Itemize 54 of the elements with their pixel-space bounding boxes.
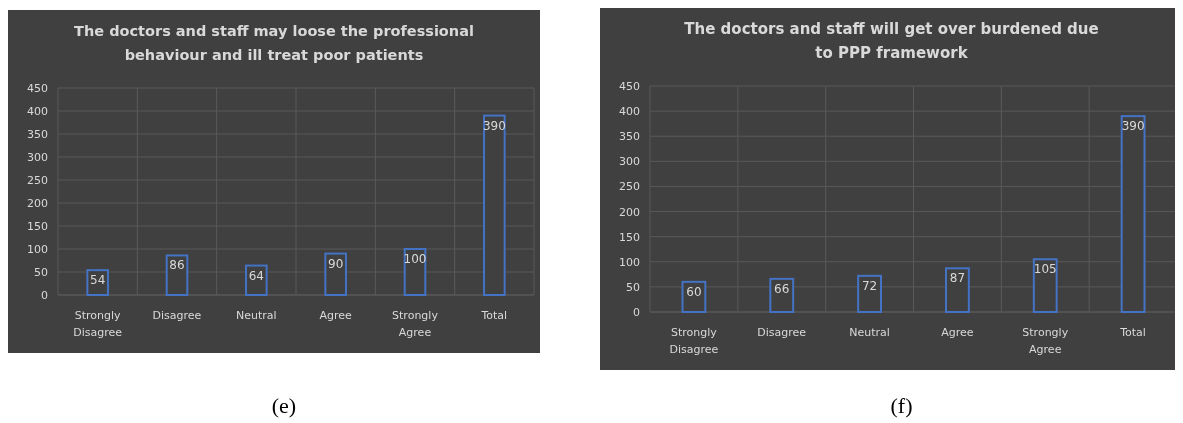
y-tick-label: 100 xyxy=(619,255,640,269)
bar xyxy=(1032,258,1058,313)
bar xyxy=(681,280,707,313)
chart-title: The doctors and staff may loose the professional behaviour and ill treat poor patients xyxy=(74,23,474,63)
y-tick-label: 100 xyxy=(27,243,48,256)
bar xyxy=(483,114,506,296)
bar xyxy=(1120,115,1146,313)
y-tick-label: 350 xyxy=(619,130,640,144)
x-tick-label: Total xyxy=(1119,326,1146,339)
x-tick-label: Neutral xyxy=(849,326,890,339)
x-tick-label: Disagree xyxy=(757,326,807,339)
bar xyxy=(945,267,970,313)
y-tick-label: 450 xyxy=(619,80,640,93)
bar xyxy=(857,274,882,313)
data-label: 90 xyxy=(328,256,344,271)
x-tick-label: Agree xyxy=(941,326,974,339)
data-label: 64 xyxy=(248,268,264,283)
y-tick-label: 0 xyxy=(633,306,640,319)
x-tick-label: Strongly Agree xyxy=(392,309,439,339)
data-label: 66 xyxy=(774,281,790,296)
y-tick-label: 250 xyxy=(619,180,640,194)
data-label: 54 xyxy=(90,273,106,288)
y-tick-label: 350 xyxy=(27,128,48,141)
y-tick-label: 0 xyxy=(41,289,48,302)
y-tick-label: 400 xyxy=(27,105,48,118)
chart-title: The doctors and staff will get over burdened due to PPP framework xyxy=(684,20,1099,62)
bar xyxy=(86,269,109,296)
x-tick-label: Disagree xyxy=(152,309,202,322)
bar xyxy=(324,252,347,296)
data-label: 72 xyxy=(861,278,878,293)
data-label: 86 xyxy=(169,258,185,273)
y-tick-label: 300 xyxy=(27,151,48,164)
y-tick-label: 50 xyxy=(34,266,48,279)
y-tick-label: 50 xyxy=(626,280,640,294)
data-label: 60 xyxy=(686,284,702,299)
data-label: 87 xyxy=(949,271,966,286)
x-tick-label: Neutral xyxy=(236,309,277,322)
x-tick-label: Agree xyxy=(319,309,353,322)
data-label: 105 xyxy=(1033,262,1057,277)
y-tick-label: 200 xyxy=(27,197,48,210)
text: (e) xyxy=(271,393,297,418)
y-tick-label: 400 xyxy=(619,105,640,119)
y-tick-label: 250 xyxy=(27,174,48,187)
y-tick-label: 150 xyxy=(27,220,48,233)
y-tick-label: 300 xyxy=(619,155,640,169)
bar xyxy=(769,277,795,313)
x-tick-label: Strongly Agree xyxy=(1022,326,1069,356)
y-tick-label: 450 xyxy=(27,82,48,95)
y-tick-label: 150 xyxy=(619,230,640,244)
y-tick-label: 200 xyxy=(619,205,640,219)
x-tick-label: Strongly Disagree xyxy=(669,326,719,356)
text: (f) xyxy=(890,393,913,418)
x-tick-label: Total xyxy=(480,309,508,322)
x-tick-label: Strongly Disagree xyxy=(73,309,123,339)
